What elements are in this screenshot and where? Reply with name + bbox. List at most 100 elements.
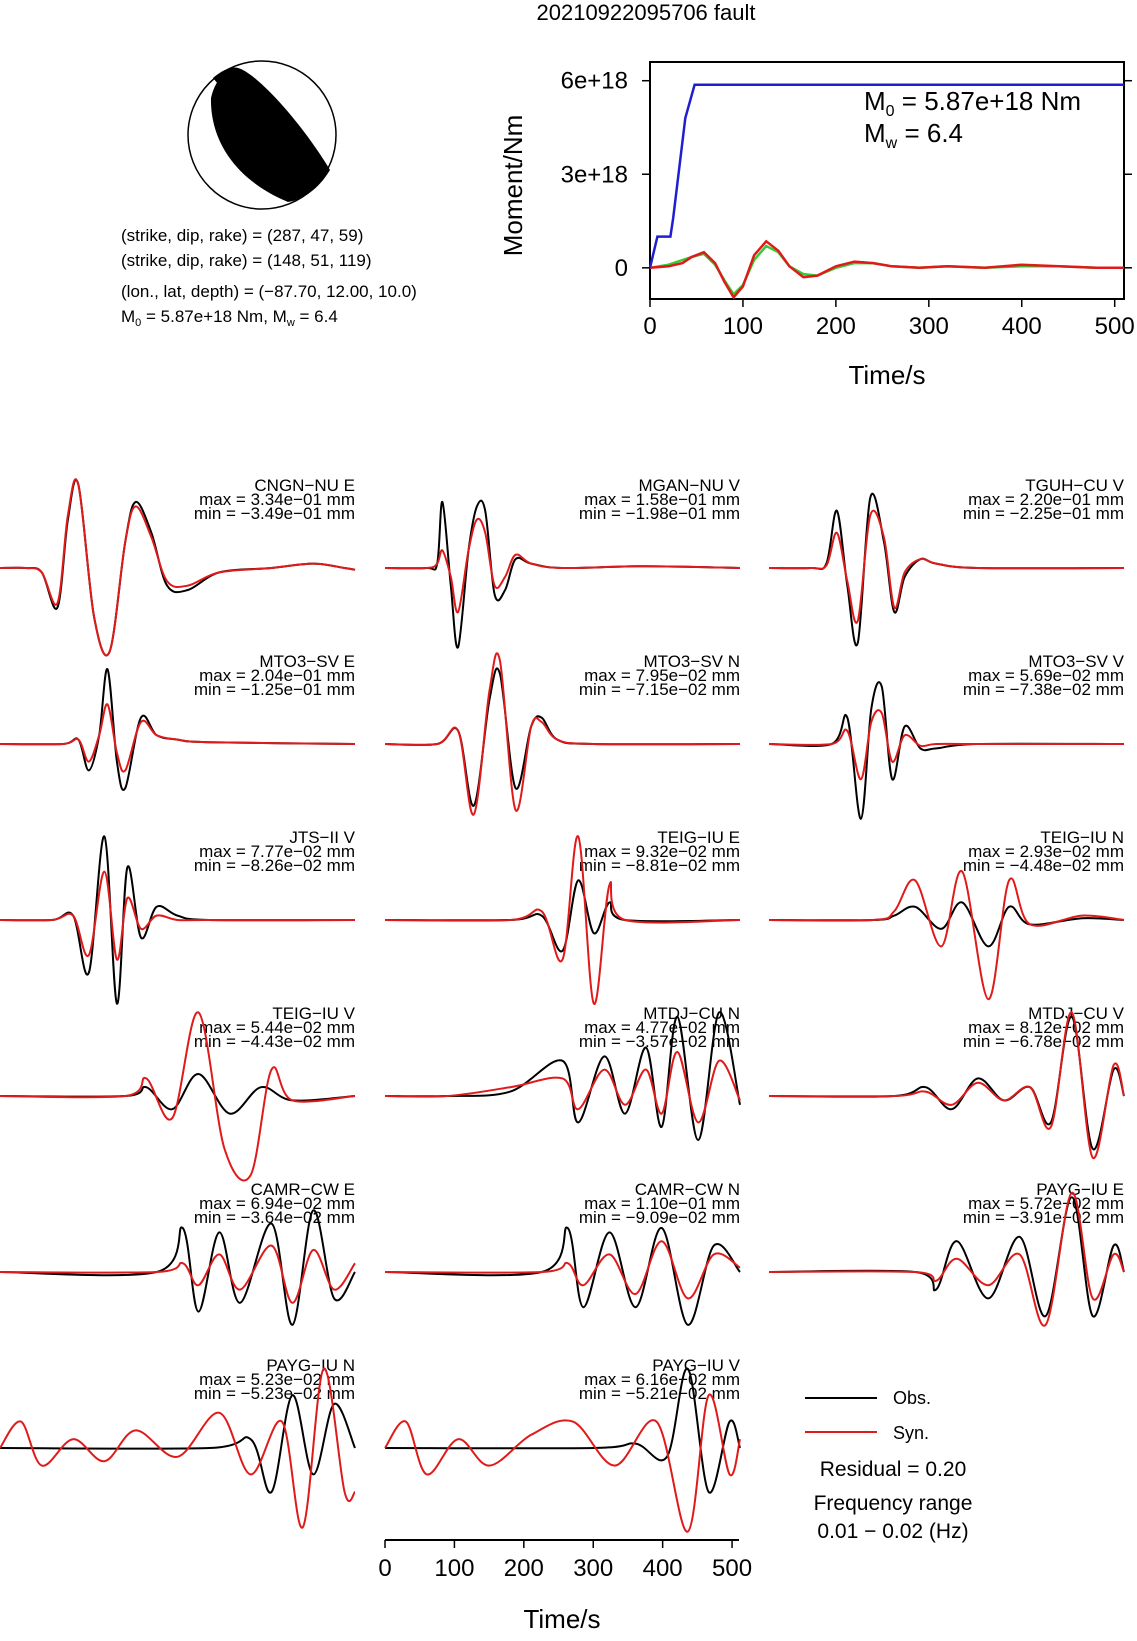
moment-y-axis-label: Moment/Nm: [498, 115, 528, 257]
trace-synthetic-line: [0, 870, 355, 961]
time-axis-tick-label: 100: [434, 1555, 474, 1582]
trace-min-label: min = −2.25e−01 mm: [963, 504, 1124, 523]
trace-min-label: min = −6.78e−02 mm: [963, 1032, 1124, 1051]
moment-function-panel: 0 100 200 300 400 500 0 3e+18 6e+18 Time/s Moment/…: [498, 61, 1135, 390]
time-axis-tick-label: 300: [573, 1555, 613, 1582]
trace-min-label: min = −8.26e−02 mm: [194, 856, 355, 875]
focal-planes-line-1: (strike, dip, rake) = (287, 47, 59): [121, 226, 363, 245]
trace-station-label: TEIG−IU V: [272, 1004, 355, 1023]
frequency-range-label: Frequency range: [814, 1492, 973, 1515]
trace-synthetic-line: [768, 870, 1125, 1001]
moment-x-tick-label: 500: [1095, 313, 1135, 340]
trace-min-label: min = −1.25e−01 mm: [194, 680, 355, 699]
trace-synthetic-line: [384, 517, 741, 614]
trace-station-label: JTS−II V: [289, 828, 355, 847]
trace-station-label: TEIG−IU N: [1040, 828, 1124, 847]
moment-series-line-1: [649, 239, 1124, 300]
time-axis-tick-label: 500: [712, 1555, 752, 1582]
trace-synthetic-line: [768, 1011, 1125, 1159]
moment-mw-annotation: Mw = 6.4: [864, 118, 963, 152]
figure-title: 20210922095706 fault: [537, 0, 756, 25]
trace-max-label: max = 4.77e−02 mm: [584, 1018, 740, 1037]
trace-observed-line: [384, 1226, 741, 1326]
trace-observed-line: [384, 1011, 741, 1142]
trace-max-label: max = 6.16e−02 mm: [584, 1370, 740, 1389]
waveform-legend: Obs. Syn. Residual = 0.20 Frequency rang…: [805, 1388, 972, 1543]
moment-x-tick-label: 300: [909, 313, 949, 340]
trace-observed-line: [768, 681, 1125, 820]
trace-min-label: min = −1.98e−01 mm: [579, 504, 740, 523]
moment-x-axis-label: Time/s: [848, 360, 925, 390]
trace-synthetic-line: [384, 1393, 741, 1533]
trace-min-label: min = −3.49e−01 mm: [194, 504, 355, 523]
time-axis-tick-label: 200: [504, 1555, 544, 1582]
trace-max-label: max = 1.10e−01 mm: [584, 1194, 740, 1213]
trace-station-label: MTDJ−CU N: [643, 1004, 740, 1023]
trace-observed-line: [384, 879, 741, 953]
time-axis-label: Time/s: [523, 1604, 600, 1634]
trace-min-label: min = −4.43e−02 mm: [194, 1032, 355, 1051]
moment-series: [648, 83, 1124, 300]
trace-max-label: max = 5.23e−02 mm: [199, 1370, 355, 1389]
trace-min-label: min = −7.15e−02 mm: [579, 680, 740, 699]
time-axis-tick-label: 400: [643, 1555, 683, 1582]
focal-planes-line-2: (strike, dip, rake) = (148, 51, 119): [121, 251, 372, 270]
moment-m0-annotation: M0 = 5.87e+18 Nm: [864, 86, 1081, 120]
hypocenter-line: (lon., lat, depth) = (−87.70, 12.00, 10.…: [121, 282, 417, 301]
waveform-time-axis: 0 100 200 300 400 500 Time/s: [378, 1539, 752, 1634]
trace-station-label: MGAN−NU V: [638, 476, 740, 495]
trace-max-label: max = 2.20e−01 mm: [968, 490, 1124, 509]
trace-observed-line: [0, 1394, 356, 1494]
trace-max-label: max = 3.34e−01 mm: [199, 490, 355, 509]
trace-max-label: max = 1.58e−01 mm: [584, 490, 740, 509]
trace-max-label: max = 7.77e−02 mm: [199, 842, 355, 861]
magnitude-line: M0 = 5.87e+18 Nm, Mw = 6.4: [121, 307, 338, 329]
moment-y-tick-label: 6e+18: [561, 68, 628, 95]
trace-max-label: max = 5.72e−02 mm: [968, 1194, 1124, 1213]
trace-min-label: min = −3.57e−02 mm: [579, 1032, 740, 1051]
trace-min-label: min = −5.21e−02 mm: [579, 1384, 740, 1403]
residual-value: Residual = 0.20: [820, 1458, 967, 1481]
trace-max-label: max = 9.32e−02 mm: [584, 842, 740, 861]
trace-max-label: max = 5.44e−02 mm: [199, 1018, 355, 1037]
trace-max-label: max = 6.94e−02 mm: [199, 1194, 355, 1213]
moment-plot-frame: [649, 61, 1125, 300]
trace-station-label: TGUH−CU V: [1025, 476, 1124, 495]
trace-synthetic-line: [0, 703, 356, 773]
trace-max-label: max = 8.12e−02 mm: [968, 1018, 1124, 1037]
beachball-small-quadrant: [213, 67, 238, 90]
trace-synthetic-line: [384, 1050, 741, 1124]
trace-min-label: min = −4.48e−02 mm: [963, 856, 1124, 875]
trace-synthetic-line: [768, 709, 1124, 781]
moment-x-tick-label: 400: [1002, 313, 1042, 340]
moment-axes: 0 100 200 300 400 500 0 3e+18 6e+18 Time/s Moment/…: [498, 68, 1135, 390]
trace-observed-line: [768, 901, 1125, 948]
legend-obs-label: Obs.: [893, 1388, 931, 1408]
moment-x-tick-label: 0: [643, 313, 656, 340]
moment-series-line-2: [649, 244, 1124, 297]
frequency-range-value: 0.01 − 0.02 (Hz): [817, 1520, 968, 1543]
trace-max-label: max = 2.93e−02 mm: [968, 842, 1124, 861]
trace-station-label: TEIG−IU E: [657, 828, 740, 847]
trace-station-label: CAMR−CW N: [635, 1180, 740, 1199]
trace-synthetic-line: [0, 1367, 356, 1529]
trace-station-label: CAMR−CW E: [251, 1180, 355, 1199]
trace-synthetic-line: [384, 1240, 741, 1300]
trace-min-label: min = −3.91e−02 mm: [963, 1208, 1124, 1227]
trace-max-label: max = 2.04e−01 mm: [199, 666, 355, 685]
